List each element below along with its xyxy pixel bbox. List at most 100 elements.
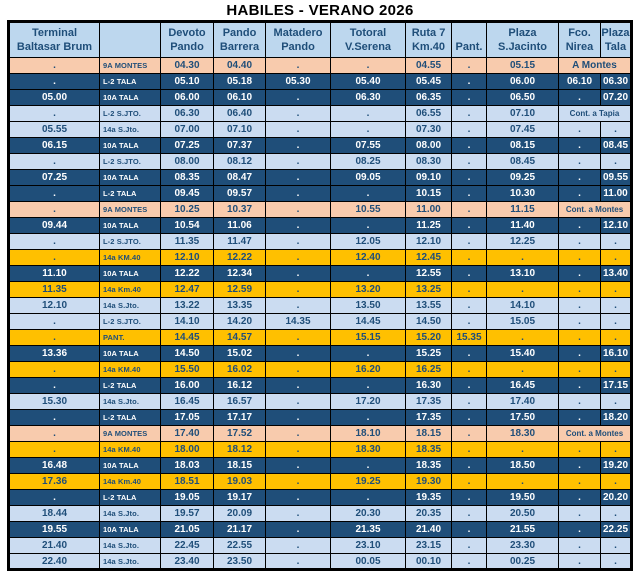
barrera-cell: 17.52: [213, 425, 266, 442]
nirea-cell: .: [558, 137, 601, 154]
tala-cell: .: [600, 281, 632, 298]
ruta7-cell: 21.40: [405, 521, 452, 538]
sjacinto-cell: .: [486, 361, 559, 378]
timetable-row: 22.40 14a S.Jto. 23.40 23.50. 00.05 00.10. 00.…: [8, 553, 632, 570]
pant-cell: .: [451, 105, 487, 122]
totoral-cell: 12.05: [330, 233, 406, 250]
terminal-cell: 15.30: [8, 393, 100, 410]
timetable-row: . L-2 TALA 17.05 17.17.. 17.35. 17.50. 18.20: [8, 409, 632, 426]
route-cell: L-2 TALA: [99, 489, 161, 506]
header-row: Terminal Baltasar Brum Devoto Pando Pando Ba…: [8, 21, 632, 58]
totoral-cell: .: [330, 489, 406, 506]
nirea-cell: 06.10: [558, 73, 601, 90]
column-header-nirea: Fco. Nirea: [558, 21, 601, 58]
timetable-header: Terminal Baltasar Brum Devoto Pando Pando Ba…: [8, 21, 632, 58]
ruta7-cell: 12.10: [405, 233, 452, 250]
ruta7-cell: 00.10: [405, 553, 452, 570]
matadero-cell: .: [265, 473, 331, 490]
barrera-cell: 13.35: [213, 297, 266, 314]
nirea-cell: .: [558, 153, 601, 170]
nirea-cell: .: [558, 409, 601, 426]
totoral-cell: .: [330, 185, 406, 202]
sjacinto-cell: 06.00: [486, 73, 559, 90]
tala-cell: 09.55: [600, 169, 632, 186]
barrera-cell: 12.22: [213, 249, 266, 266]
totoral-cell: .: [330, 377, 406, 394]
totoral-cell: .: [330, 265, 406, 282]
matadero-cell: .: [265, 361, 331, 378]
pant-cell: .: [451, 233, 487, 250]
terminal-cell: 11.10: [8, 265, 100, 282]
matadero-cell: .: [265, 345, 331, 362]
terminal-cell: .: [8, 425, 100, 442]
ruta7-cell: 09.10: [405, 169, 452, 186]
timetable-row: 05.00 10A TALA 06.00 06.10. 06.30 06.35. 06.50…: [8, 89, 632, 106]
devoto-cell: 05.10: [160, 73, 214, 90]
totoral-cell: 05.40: [330, 73, 406, 90]
pant-cell: .: [451, 393, 487, 410]
timetable-row: . L-2 S.JTO. 06.30 06.40.. 06.55. 07.10 Cont. …: [8, 105, 632, 122]
column-header-matadero: Matadero Pando: [265, 21, 331, 58]
nirea-cell: .: [558, 169, 601, 186]
nirea-cell: .: [558, 393, 601, 410]
timetable-row: 18.44 14a S.Jto. 19.57 20.09. 20.30 20.35. 20.…: [8, 505, 632, 522]
ruta7-cell: 04.55: [405, 57, 452, 74]
nirea-cell: .: [558, 457, 601, 474]
column-header-tala: Plaza Tala: [600, 21, 632, 58]
column-header-barrera: Pando Barrera: [213, 21, 266, 58]
sjacinto-cell: 06.50: [486, 89, 559, 106]
sjacinto-cell: 19.50: [486, 489, 559, 506]
column-header-route: [99, 21, 161, 58]
devoto-cell: 07.25: [160, 137, 214, 154]
timetable-row: . L-2 TALA 16.00 16.12.. 16.30. 16.45. 17.15: [8, 377, 632, 394]
timetable-row: 06.15 10A TALA 07.25 07.37. 07.55 08.00. 08.15…: [8, 137, 632, 154]
route-cell: 14a Km.40: [99, 473, 161, 490]
nirea-cell: .: [558, 521, 601, 538]
totoral-cell: 15.15: [330, 329, 406, 346]
nirea-cell: .: [558, 233, 601, 250]
nirea-cell: .: [558, 537, 601, 554]
barrera-cell: 06.40: [213, 105, 266, 122]
pant-cell: .: [451, 537, 487, 554]
nirea-cell: .: [558, 297, 601, 314]
nirea-cell: .: [558, 377, 601, 394]
devoto-cell: 14.45: [160, 329, 214, 346]
pant-cell: .: [451, 185, 487, 202]
timetable-row: . L-2 TALA 19.05 19.17.. 19.35. 19.50. 20.20: [8, 489, 632, 506]
route-cell: 14a S.Jto.: [99, 553, 161, 570]
devoto-cell: 18.51: [160, 473, 214, 490]
sjacinto-cell: 11.15: [486, 201, 559, 218]
totoral-cell: 21.35: [330, 521, 406, 538]
route-cell: L-2 TALA: [99, 377, 161, 394]
nirea-cell: .: [558, 329, 601, 346]
sjacinto-cell: 15.05: [486, 313, 559, 330]
ruta7-cell: 20.35: [405, 505, 452, 522]
column-header-pant: Pant.: [451, 21, 487, 58]
timetable-row: . 14a KM.40 12.10 12.22. 12.40 12.45....: [8, 249, 632, 266]
pant-cell: .: [451, 313, 487, 330]
totoral-cell: 16.20: [330, 361, 406, 378]
pant-cell: .: [451, 137, 487, 154]
ruta7-cell: 08.30: [405, 153, 452, 170]
nirea-cell: .: [558, 489, 601, 506]
matadero-cell: 05.30: [265, 73, 331, 90]
timetable-row: 21.40 14a S.Jto. 22.45 22.55. 23.10 23.15. 23.…: [8, 537, 632, 554]
tala-cell: 19.20: [600, 457, 632, 474]
ruta7-cell: 06.55: [405, 105, 452, 122]
sjacinto-cell: .: [486, 249, 559, 266]
pant-cell: .: [451, 297, 487, 314]
pant-cell: .: [451, 377, 487, 394]
ruta7-cell: 06.35: [405, 89, 452, 106]
devoto-cell: 12.22: [160, 265, 214, 282]
sjacinto-cell: 09.25: [486, 169, 559, 186]
pant-cell: .: [451, 505, 487, 522]
pant-cell: .: [451, 217, 487, 234]
matadero-cell: .: [265, 409, 331, 426]
barrera-cell: 11.47: [213, 233, 266, 250]
ruta7-cell: 12.45: [405, 249, 452, 266]
terminal-cell: .: [8, 233, 100, 250]
terminal-cell: 19.55: [8, 521, 100, 538]
timetable-row: 15.30 14a S.Jto. 16.45 16.57. 17.20 17.35. 17.…: [8, 393, 632, 410]
devoto-cell: 15.50: [160, 361, 214, 378]
totoral-cell: 18.30: [330, 441, 406, 458]
